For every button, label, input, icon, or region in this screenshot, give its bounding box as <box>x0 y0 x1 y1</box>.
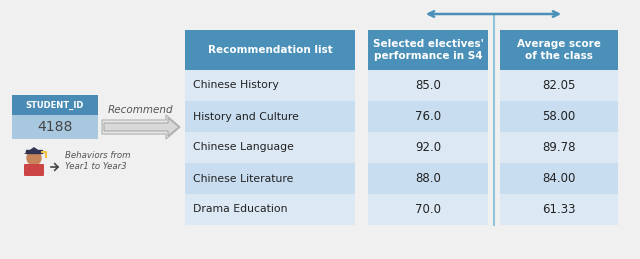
FancyBboxPatch shape <box>185 101 355 132</box>
Polygon shape <box>104 118 179 136</box>
Text: 70.0: 70.0 <box>415 203 441 216</box>
Text: 92.0: 92.0 <box>415 141 441 154</box>
Text: Chinese Language: Chinese Language <box>193 142 294 153</box>
FancyBboxPatch shape <box>368 163 488 194</box>
Text: Drama Education: Drama Education <box>193 205 287 214</box>
FancyBboxPatch shape <box>185 30 355 70</box>
FancyBboxPatch shape <box>185 163 355 194</box>
FancyBboxPatch shape <box>500 101 618 132</box>
FancyBboxPatch shape <box>500 132 618 163</box>
Text: Behaviors from
Year1 to Year3: Behaviors from Year1 to Year3 <box>65 151 131 171</box>
Text: 88.0: 88.0 <box>415 172 441 185</box>
Polygon shape <box>102 115 180 139</box>
Text: 84.00: 84.00 <box>542 172 576 185</box>
Text: 4188: 4188 <box>37 120 73 134</box>
FancyBboxPatch shape <box>368 132 488 163</box>
FancyBboxPatch shape <box>500 194 618 225</box>
FancyBboxPatch shape <box>185 194 355 225</box>
Text: Recommend: Recommend <box>108 105 174 115</box>
FancyBboxPatch shape <box>368 101 488 132</box>
Text: Chinese History: Chinese History <box>193 81 279 90</box>
Text: Average score
of the class: Average score of the class <box>517 39 601 61</box>
FancyBboxPatch shape <box>368 70 488 101</box>
Text: 82.05: 82.05 <box>542 79 576 92</box>
FancyBboxPatch shape <box>368 194 488 225</box>
Text: 76.0: 76.0 <box>415 110 441 123</box>
Text: Selected electives'
performance in S4: Selected electives' performance in S4 <box>372 39 483 61</box>
Text: Recommendation list: Recommendation list <box>207 45 332 55</box>
Text: 85.0: 85.0 <box>415 79 441 92</box>
Polygon shape <box>24 147 44 154</box>
Text: 61.33: 61.33 <box>542 203 576 216</box>
FancyBboxPatch shape <box>368 30 488 70</box>
FancyBboxPatch shape <box>500 30 618 70</box>
FancyBboxPatch shape <box>185 70 355 101</box>
Text: History and Culture: History and Culture <box>193 112 299 121</box>
FancyBboxPatch shape <box>185 132 355 163</box>
FancyBboxPatch shape <box>24 164 44 176</box>
FancyBboxPatch shape <box>500 163 618 194</box>
Text: STUDENT_ID: STUDENT_ID <box>26 100 84 110</box>
FancyBboxPatch shape <box>12 115 98 139</box>
FancyBboxPatch shape <box>12 95 98 115</box>
Text: 89.78: 89.78 <box>542 141 576 154</box>
Text: 58.00: 58.00 <box>542 110 575 123</box>
Text: Chinese Literature: Chinese Literature <box>193 174 293 183</box>
Circle shape <box>27 151 41 165</box>
Bar <box>26 150 42 153</box>
FancyBboxPatch shape <box>500 70 618 101</box>
